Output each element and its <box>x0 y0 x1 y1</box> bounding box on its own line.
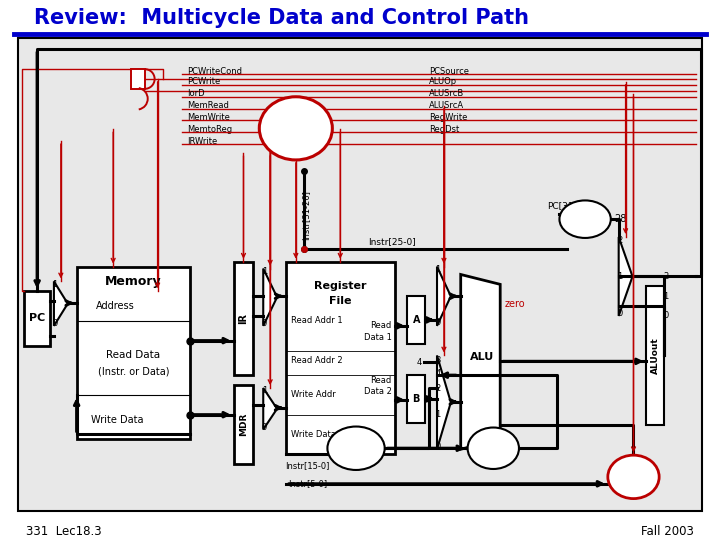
Bar <box>408 296 426 343</box>
Text: PC[31-28]: PC[31-28] <box>548 201 593 210</box>
Text: 1: 1 <box>663 292 669 301</box>
Ellipse shape <box>467 428 519 469</box>
Text: Read Data: Read Data <box>107 350 161 360</box>
Bar <box>286 262 395 454</box>
Text: RegDst: RegDst <box>429 125 459 134</box>
Text: MemtoReg: MemtoReg <box>187 125 233 134</box>
Polygon shape <box>264 268 277 326</box>
Polygon shape <box>264 388 277 429</box>
Text: 3: 3 <box>436 356 441 365</box>
Polygon shape <box>437 267 451 326</box>
Text: Extend: Extend <box>338 451 374 460</box>
Text: Control: Control <box>273 118 319 129</box>
Text: 0: 0 <box>436 442 441 451</box>
Text: 1: 1 <box>617 272 622 281</box>
Text: Address: Address <box>96 301 135 311</box>
Text: 331  Lec18.3: 331 Lec18.3 <box>27 525 102 538</box>
Bar <box>647 286 664 424</box>
FancyBboxPatch shape <box>131 69 145 89</box>
Text: Instr[15-0]: Instr[15-0] <box>286 462 330 470</box>
Polygon shape <box>54 281 68 326</box>
Polygon shape <box>461 274 500 449</box>
Text: ALUOp: ALUOp <box>429 77 457 86</box>
Ellipse shape <box>608 455 660 498</box>
Text: RegWrite: RegWrite <box>429 113 467 122</box>
Text: Review:  Multicycle Data and Control Path: Review: Multicycle Data and Control Path <box>34 8 529 28</box>
Text: ALUSrcA: ALUSrcA <box>429 101 464 110</box>
Text: Write Addr: Write Addr <box>291 390 336 400</box>
Text: 1: 1 <box>436 265 441 274</box>
Text: 0: 0 <box>436 319 441 327</box>
Text: File: File <box>329 296 351 306</box>
Text: 2: 2 <box>617 237 622 245</box>
Text: MDR: MDR <box>239 413 248 436</box>
Text: MemRead: MemRead <box>187 101 229 110</box>
Text: Register: Register <box>314 281 366 291</box>
Text: IorD: IorD <box>187 89 205 98</box>
Text: Sign: Sign <box>345 438 367 447</box>
Ellipse shape <box>328 427 384 470</box>
Text: Read Addr 2: Read Addr 2 <box>291 356 343 365</box>
Text: 1: 1 <box>436 410 441 419</box>
Text: left 2: left 2 <box>572 222 598 232</box>
Text: 2: 2 <box>663 272 669 281</box>
Ellipse shape <box>259 97 333 160</box>
Polygon shape <box>437 355 451 449</box>
Text: PC: PC <box>29 313 45 323</box>
Text: Shift: Shift <box>481 438 505 447</box>
Polygon shape <box>618 237 632 316</box>
Text: ALUout: ALUout <box>651 337 660 374</box>
Bar <box>408 375 426 423</box>
Text: IRWrite: IRWrite <box>187 137 217 146</box>
Text: 1: 1 <box>261 387 267 395</box>
Text: 2: 2 <box>436 383 441 393</box>
Text: ALU: ALU <box>622 466 645 476</box>
Text: ALU: ALU <box>470 352 495 362</box>
Text: Data 1: Data 1 <box>364 333 392 342</box>
Text: PCWrite: PCWrite <box>187 77 220 86</box>
Text: Shift: Shift <box>573 210 598 219</box>
Text: 0: 0 <box>261 423 267 432</box>
Text: A: A <box>413 315 420 325</box>
Text: 28: 28 <box>615 214 627 224</box>
Text: Read: Read <box>370 321 392 330</box>
Text: Read Addr 1: Read Addr 1 <box>291 316 343 326</box>
Text: Instr[5-0]: Instr[5-0] <box>288 480 327 488</box>
Text: zero: zero <box>504 299 525 309</box>
Text: ALUSrcB: ALUSrcB <box>429 89 464 98</box>
Ellipse shape <box>559 200 611 238</box>
Text: 4: 4 <box>436 369 441 377</box>
Bar <box>76 267 190 440</box>
Text: PCSource: PCSource <box>429 66 469 76</box>
Bar <box>233 262 253 375</box>
Text: 0: 0 <box>663 312 669 320</box>
Bar <box>19 37 701 511</box>
Text: Memory: Memory <box>105 275 162 288</box>
Text: MemWrite: MemWrite <box>187 113 230 122</box>
Text: control: control <box>614 480 653 490</box>
Text: IR: IR <box>238 313 248 324</box>
Text: Fall 2003: Fall 2003 <box>641 525 693 538</box>
Text: 32: 32 <box>355 463 365 472</box>
Text: PCWriteCond: PCWriteCond <box>187 66 242 76</box>
Text: Write Data: Write Data <box>291 430 336 439</box>
Text: 1: 1 <box>261 267 267 276</box>
Text: Data 2: Data 2 <box>364 388 392 396</box>
Text: 0: 0 <box>617 309 622 319</box>
Bar <box>233 385 253 464</box>
Text: Write Data: Write Data <box>91 415 144 424</box>
Text: Read: Read <box>370 376 392 384</box>
Text: Instr[31-26]: Instr[31-26] <box>301 190 310 240</box>
Text: FSM: FSM <box>282 131 309 141</box>
Text: Instr[25-0]: Instr[25-0] <box>368 238 415 246</box>
Text: 0: 0 <box>261 319 267 328</box>
Text: B: B <box>413 394 420 404</box>
Text: left 2: left 2 <box>480 451 507 460</box>
Text: (Instr. or Data): (Instr. or Data) <box>98 366 169 376</box>
Text: 1: 1 <box>53 280 58 289</box>
Text: 0: 0 <box>53 319 58 328</box>
Text: 4: 4 <box>417 358 422 367</box>
Bar <box>24 291 50 346</box>
